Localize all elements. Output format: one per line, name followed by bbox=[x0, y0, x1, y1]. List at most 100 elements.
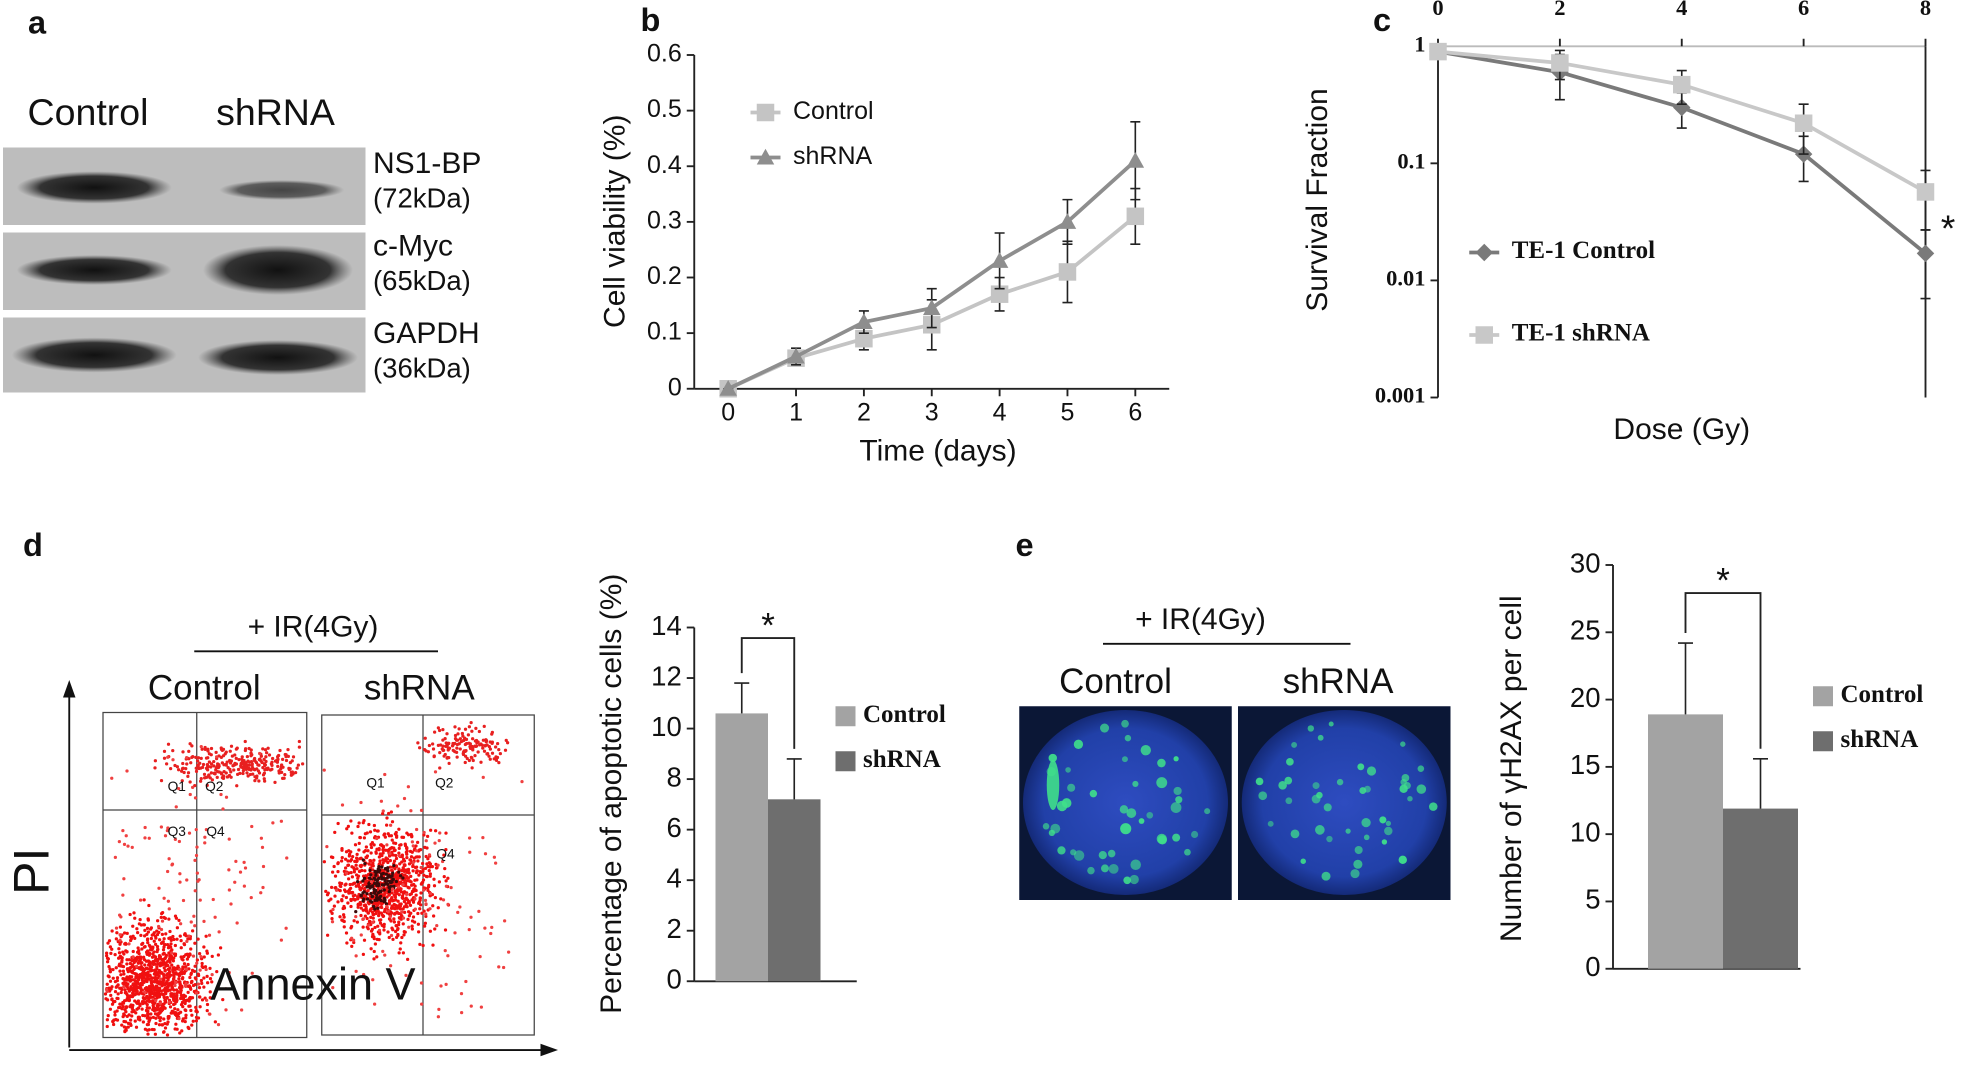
focus bbox=[1170, 802, 1182, 813]
flow-dot bbox=[200, 981, 204, 985]
flow-dot bbox=[403, 930, 407, 934]
flow-dot bbox=[464, 754, 468, 758]
panel-label: a bbox=[28, 5, 47, 41]
flow-dot bbox=[229, 744, 234, 748]
flow-dot bbox=[416, 911, 420, 916]
flow-dot bbox=[136, 1015, 140, 1019]
flow-dot bbox=[386, 866, 390, 870]
flow-dot bbox=[107, 975, 111, 979]
flow-dot bbox=[416, 922, 420, 926]
flow-dot bbox=[253, 775, 257, 779]
flow-dot bbox=[162, 977, 166, 981]
flow-dot bbox=[400, 935, 404, 940]
flow-dot bbox=[165, 995, 169, 1000]
flow-dot bbox=[150, 961, 155, 965]
flow-dot bbox=[166, 1015, 170, 1019]
flow-dot bbox=[397, 885, 401, 889]
flow-dot bbox=[199, 779, 203, 783]
flow-dot bbox=[384, 848, 388, 852]
flow-dot bbox=[181, 976, 185, 980]
marker bbox=[1551, 54, 1569, 72]
flow-dot bbox=[340, 899, 344, 903]
flow-dot bbox=[438, 751, 442, 755]
flow-dot bbox=[190, 929, 195, 933]
flow-dot bbox=[410, 883, 414, 887]
flow-dot bbox=[159, 779, 164, 783]
flow-dot bbox=[428, 907, 432, 911]
flow-dot bbox=[128, 961, 132, 966]
focus bbox=[1428, 802, 1438, 811]
flow-dot bbox=[162, 995, 166, 999]
flow-dot bbox=[460, 731, 465, 736]
arrow-head bbox=[540, 1043, 558, 1057]
flow-dot bbox=[362, 836, 367, 840]
flow-dot bbox=[213, 915, 217, 919]
flow-dot bbox=[467, 725, 472, 729]
flow-dot bbox=[131, 924, 135, 928]
flow-dot bbox=[130, 1006, 134, 1011]
band-size: (65kDa) bbox=[373, 265, 471, 296]
flow-dot bbox=[160, 932, 164, 936]
flow-dot bbox=[483, 743, 487, 748]
flow-dot bbox=[275, 760, 279, 764]
flow-dot bbox=[174, 805, 178, 809]
flow-dot bbox=[437, 880, 442, 884]
focus bbox=[1317, 734, 1324, 741]
flow-dot bbox=[252, 767, 256, 771]
y-tick-label: 0.1 bbox=[647, 318, 682, 346]
flow-dot bbox=[377, 911, 381, 915]
flow-dot bbox=[128, 979, 132, 983]
flow-dot bbox=[375, 836, 379, 841]
flow-dot bbox=[122, 972, 126, 976]
flow-dot bbox=[370, 841, 375, 845]
flow-dot bbox=[202, 985, 206, 989]
flow-dot bbox=[481, 836, 485, 840]
flow-dot bbox=[203, 841, 207, 845]
flow-dot bbox=[381, 809, 385, 813]
flow-dot bbox=[114, 926, 119, 930]
flow-dot bbox=[192, 969, 197, 973]
band-size: (36kDa) bbox=[373, 352, 471, 383]
flow-dot bbox=[458, 747, 462, 751]
flow-dot bbox=[383, 772, 387, 777]
focus bbox=[1070, 849, 1077, 856]
flow-dot bbox=[392, 920, 397, 924]
flow-dot bbox=[243, 866, 248, 870]
flow-dot bbox=[455, 750, 459, 754]
flow-dot bbox=[213, 1020, 217, 1024]
flow-dot bbox=[200, 747, 204, 751]
flow-dot bbox=[158, 1019, 162, 1023]
flow-dot bbox=[250, 762, 254, 766]
x-tick-label: 4 bbox=[1676, 0, 1687, 20]
flow-dot bbox=[351, 855, 355, 859]
flow-dot bbox=[182, 962, 187, 966]
quadrant-label: Q2 bbox=[435, 775, 453, 790]
flow-dot bbox=[372, 949, 376, 954]
flow-dot bbox=[396, 904, 400, 908]
flow-dot bbox=[267, 753, 272, 757]
flow-dot bbox=[167, 945, 171, 949]
flow-dot bbox=[125, 962, 129, 966]
y-tick-label: 0 bbox=[668, 373, 682, 401]
flow-dot bbox=[249, 896, 253, 900]
flow-dot bbox=[443, 949, 447, 953]
flow-dot bbox=[180, 779, 184, 783]
flow-dot bbox=[401, 876, 405, 880]
flow-dot bbox=[139, 988, 143, 992]
flow-dot bbox=[283, 752, 287, 757]
flow-dot bbox=[456, 910, 460, 914]
flow-dot bbox=[184, 1008, 188, 1013]
flow-dot bbox=[204, 828, 208, 832]
flow-dot bbox=[119, 915, 123, 919]
flow-dot bbox=[141, 1020, 145, 1024]
flow-dot bbox=[365, 831, 369, 835]
flow-dot bbox=[124, 834, 128, 838]
flow-dot bbox=[483, 852, 488, 856]
y-tick-label: 0.1 bbox=[1397, 148, 1425, 173]
flow-dot bbox=[145, 1023, 149, 1027]
flow-dot bbox=[216, 1023, 221, 1027]
flow-dot bbox=[352, 868, 357, 872]
flow-dot bbox=[198, 968, 202, 972]
flow-dot bbox=[131, 934, 135, 938]
flow-dot bbox=[215, 970, 219, 974]
